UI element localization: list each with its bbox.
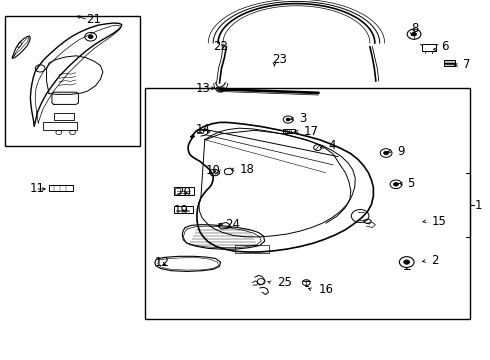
Bar: [174, 187, 194, 195]
Text: 24: 24: [225, 219, 241, 231]
Bar: [43, 122, 77, 130]
Circle shape: [412, 32, 416, 36]
Text: 22: 22: [213, 40, 228, 53]
Text: 14: 14: [196, 123, 211, 136]
Text: 6: 6: [441, 40, 448, 53]
Text: 15: 15: [431, 215, 446, 228]
Text: 18: 18: [240, 163, 255, 176]
Bar: [174, 206, 193, 213]
Text: 21: 21: [86, 13, 101, 26]
Bar: [54, 113, 74, 120]
Text: 5: 5: [407, 177, 414, 190]
Bar: [145, 88, 470, 319]
Text: 13: 13: [196, 82, 211, 95]
Circle shape: [286, 118, 290, 121]
Text: 10: 10: [206, 165, 220, 177]
Circle shape: [88, 35, 93, 39]
Text: 25: 25: [277, 276, 292, 289]
Bar: [235, 245, 269, 253]
Text: 4: 4: [328, 139, 336, 152]
Bar: [5, 16, 140, 146]
Bar: [422, 44, 436, 51]
Text: 20: 20: [176, 186, 191, 199]
Text: 1: 1: [474, 199, 482, 212]
Text: 9: 9: [397, 145, 404, 158]
Text: 17: 17: [304, 125, 319, 138]
Circle shape: [404, 260, 410, 264]
Text: 8: 8: [412, 22, 419, 35]
Bar: [283, 129, 295, 133]
Circle shape: [384, 151, 389, 155]
Text: 2: 2: [431, 255, 439, 267]
Text: 12: 12: [154, 256, 170, 269]
Text: 23: 23: [272, 53, 287, 66]
Text: 7: 7: [463, 58, 470, 71]
Bar: [175, 188, 180, 194]
Bar: [444, 60, 455, 66]
Text: 16: 16: [318, 283, 334, 296]
Bar: [49, 185, 73, 191]
Text: 19: 19: [174, 204, 189, 217]
Circle shape: [393, 183, 398, 186]
Bar: [197, 130, 203, 133]
Text: 11: 11: [29, 183, 45, 195]
Text: 3: 3: [299, 112, 306, 125]
